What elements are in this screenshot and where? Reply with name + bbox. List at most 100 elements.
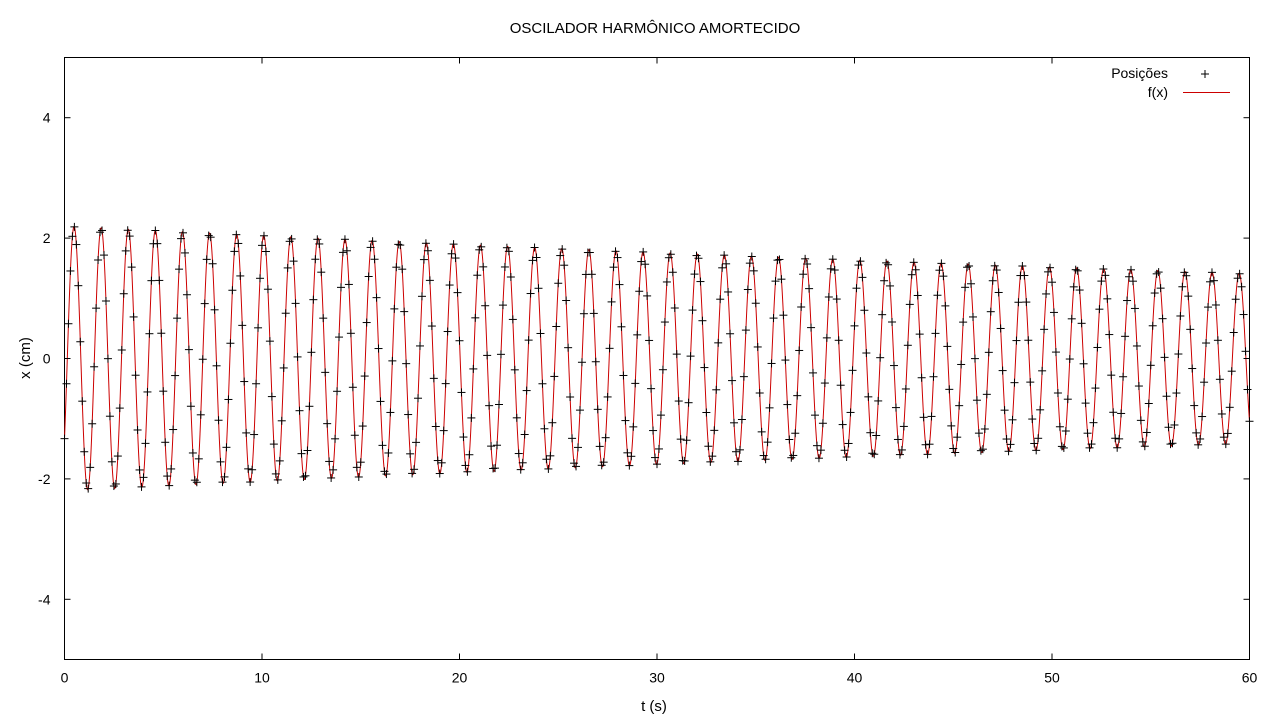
position-marker bbox=[188, 448, 197, 457]
position-marker bbox=[157, 329, 166, 338]
position-marker bbox=[1164, 423, 1173, 432]
data-layer bbox=[60, 222, 1254, 493]
position-marker bbox=[795, 346, 804, 355]
position-marker bbox=[530, 243, 539, 252]
position-marker bbox=[250, 430, 259, 439]
position-marker bbox=[540, 424, 549, 433]
position-marker bbox=[410, 465, 419, 474]
position-marker bbox=[165, 481, 174, 490]
position-marker bbox=[570, 459, 579, 468]
position-marker bbox=[1079, 359, 1088, 368]
position-marker bbox=[842, 453, 851, 462]
y-axis-label: x (cm) bbox=[17, 337, 34, 379]
position-marker bbox=[234, 239, 243, 248]
position-marker bbox=[982, 390, 991, 399]
position-marker bbox=[696, 277, 705, 286]
position-marker bbox=[739, 372, 748, 381]
position-marker bbox=[425, 276, 434, 285]
position-marker bbox=[860, 306, 869, 315]
position-marker bbox=[238, 321, 247, 330]
position-marker bbox=[327, 473, 336, 482]
position-marker bbox=[107, 457, 116, 466]
position-marker bbox=[287, 234, 296, 243]
position-marker bbox=[967, 279, 976, 288]
position-marker bbox=[532, 253, 541, 262]
position-marker bbox=[317, 268, 326, 277]
position-marker bbox=[826, 264, 835, 273]
position-marker bbox=[1206, 277, 1214, 286]
position-marker bbox=[309, 295, 318, 304]
position-marker bbox=[866, 428, 875, 437]
position-marker bbox=[269, 440, 278, 449]
position-marker bbox=[1180, 268, 1189, 277]
position-marker bbox=[457, 388, 466, 397]
position-marker bbox=[463, 467, 472, 476]
position-marker bbox=[862, 349, 871, 358]
position-marker bbox=[200, 299, 209, 308]
position-marker bbox=[1241, 347, 1250, 356]
position-marker bbox=[854, 261, 863, 270]
position-marker bbox=[445, 281, 454, 290]
position-marker bbox=[913, 291, 922, 300]
position-marker bbox=[706, 457, 715, 466]
position-marker bbox=[1089, 418, 1098, 427]
position-marker bbox=[1119, 372, 1128, 381]
position-marker bbox=[801, 254, 810, 263]
position-marker bbox=[362, 318, 371, 327]
position-marker bbox=[1233, 274, 1242, 283]
position-marker bbox=[68, 232, 77, 241]
position-marker bbox=[757, 427, 766, 436]
position-marker bbox=[291, 299, 300, 308]
position-marker bbox=[295, 406, 304, 415]
position-marker bbox=[649, 426, 658, 435]
position-marker bbox=[615, 280, 624, 289]
position-marker bbox=[1225, 403, 1234, 412]
position-marker bbox=[1103, 294, 1112, 303]
position-marker bbox=[947, 421, 956, 430]
position-marker bbox=[1211, 300, 1220, 309]
position-marker bbox=[1154, 268, 1163, 277]
position-marker bbox=[66, 266, 75, 275]
position-marker bbox=[196, 410, 205, 419]
position-marker bbox=[876, 353, 885, 362]
position-marker bbox=[1142, 428, 1151, 437]
position-marker bbox=[151, 226, 160, 235]
position-marker bbox=[1038, 366, 1047, 375]
position-marker bbox=[240, 377, 249, 386]
position-marker bbox=[775, 255, 784, 264]
position-marker bbox=[633, 330, 642, 339]
position-marker bbox=[700, 363, 709, 372]
position-marker bbox=[635, 287, 644, 296]
position-marker bbox=[84, 484, 93, 493]
position-marker bbox=[1156, 284, 1165, 293]
position-marker bbox=[520, 430, 529, 439]
position-marker bbox=[1091, 384, 1100, 393]
position-marker bbox=[872, 431, 881, 440]
position-marker bbox=[1010, 378, 1019, 387]
position-marker bbox=[1048, 278, 1056, 287]
position-marker bbox=[587, 270, 596, 279]
position-marker bbox=[639, 247, 648, 256]
position-marker bbox=[568, 434, 577, 443]
position-marker bbox=[629, 422, 638, 431]
position-marker bbox=[1034, 434, 1043, 443]
position-marker bbox=[364, 272, 373, 281]
position-marker bbox=[485, 401, 494, 410]
position-marker bbox=[344, 280, 353, 289]
position-marker bbox=[1097, 277, 1106, 286]
position-marker bbox=[852, 284, 861, 293]
position-marker bbox=[931, 329, 940, 338]
position-marker bbox=[173, 314, 182, 323]
position-marker bbox=[1223, 429, 1232, 438]
position-marker bbox=[244, 464, 253, 473]
position-marker bbox=[184, 345, 193, 354]
position-marker bbox=[105, 412, 114, 421]
position-marker bbox=[716, 295, 725, 304]
position-marker bbox=[1014, 298, 1023, 307]
position-marker bbox=[951, 448, 960, 457]
position-marker bbox=[467, 413, 476, 422]
position-marker bbox=[500, 262, 509, 271]
position-marker bbox=[275, 456, 284, 465]
position-marker bbox=[491, 464, 500, 473]
position-marker bbox=[1152, 269, 1161, 278]
